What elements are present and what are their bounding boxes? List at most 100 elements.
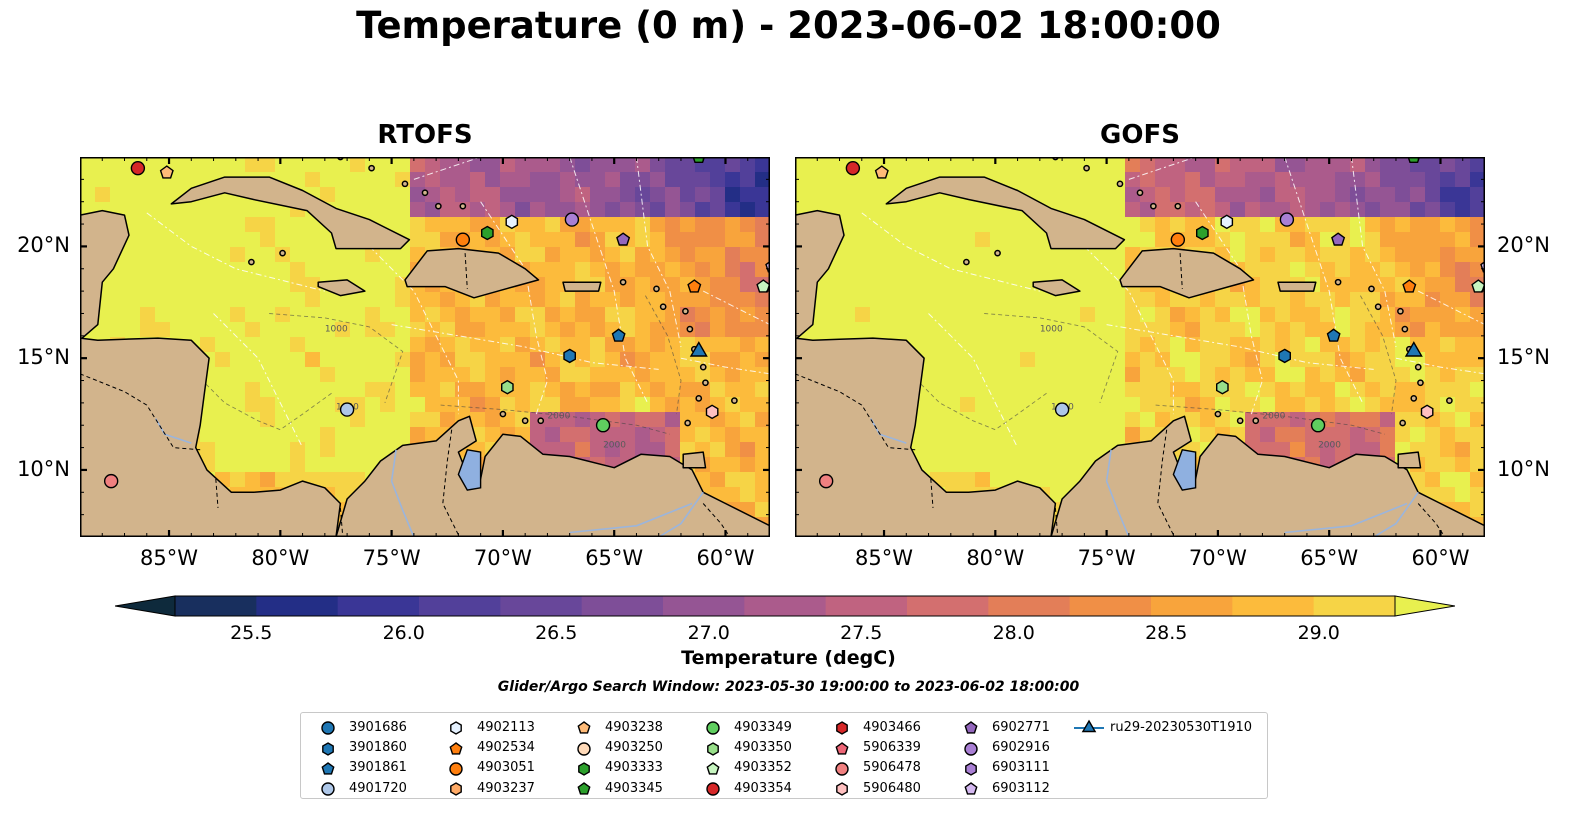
island bbox=[1116, 180, 1124, 188]
eez-line bbox=[702, 290, 770, 326]
legend-marker bbox=[964, 721, 978, 734]
eez-line bbox=[146, 212, 325, 292]
map-panel-rtofs[interactable]: 10001000200020001000 bbox=[80, 157, 770, 537]
platform-marker-4902534 bbox=[687, 279, 702, 293]
colorbar-tick-label: 27.5 bbox=[840, 622, 883, 644]
y-tick-label-left: 15°N bbox=[17, 345, 70, 370]
island bbox=[368, 164, 375, 172]
land-hispaniola bbox=[404, 247, 540, 299]
map-panel-gofs[interactable]: 10001000200020001000 bbox=[795, 157, 1485, 537]
island bbox=[1401, 325, 1409, 333]
country-border bbox=[464, 253, 468, 289]
y-tick-label-right: 20°N bbox=[1497, 233, 1550, 258]
legend-marker bbox=[577, 721, 591, 734]
x-tick-label: 60°W bbox=[1411, 546, 1470, 570]
y-tick-label-right: 10°N bbox=[1497, 456, 1550, 481]
eez-line bbox=[1395, 357, 1485, 375]
pentagon-marker-icon bbox=[449, 741, 463, 755]
platform-marker-4903051 bbox=[455, 232, 471, 247]
country-borders bbox=[80, 253, 731, 537]
legend-item: 4903350 bbox=[698, 737, 792, 757]
river bbox=[658, 491, 704, 537]
island bbox=[653, 285, 660, 293]
platform-markers bbox=[103, 157, 770, 489]
platform-marker-4903350 bbox=[501, 379, 514, 395]
hexagon-marker-icon bbox=[836, 782, 848, 797]
island bbox=[435, 202, 442, 210]
platform-marker-5906480 bbox=[1420, 404, 1434, 420]
legend-item: 4902113 bbox=[441, 717, 535, 737]
legend-item: 6903111 bbox=[956, 758, 1050, 778]
legend-item: 4903466 bbox=[827, 717, 921, 737]
land-jamaica bbox=[1032, 279, 1081, 297]
colorbar-frame bbox=[174, 595, 1396, 617]
island bbox=[537, 417, 545, 425]
legend-column: 4903238 4903250 4903333 4903345 bbox=[569, 717, 663, 799]
island bbox=[1374, 303, 1382, 311]
island bbox=[659, 303, 667, 311]
island bbox=[994, 249, 1001, 257]
island bbox=[1414, 363, 1422, 371]
island bbox=[699, 363, 707, 371]
country-borders bbox=[795, 253, 1446, 537]
eez-line bbox=[636, 157, 682, 348]
platform-markers bbox=[818, 157, 1485, 489]
legend-marker bbox=[578, 762, 590, 776]
legend-item: 4902534 bbox=[441, 737, 535, 757]
eez-line bbox=[391, 324, 659, 370]
bathymetry-contour bbox=[1155, 404, 1385, 435]
pentagon-marker-icon bbox=[577, 782, 591, 795]
colorbar-label: Temperature (degC) bbox=[681, 647, 896, 669]
land-puertoRico bbox=[562, 281, 602, 292]
platform-marker-4903238 bbox=[874, 165, 889, 179]
contour-label: 2000 bbox=[1262, 412, 1285, 422]
hexagon-marker-icon bbox=[965, 762, 977, 776]
map-frame bbox=[795, 157, 1485, 537]
platform-marker-4903238 bbox=[159, 165, 174, 179]
figure-title: Temperature (0 m) - 2023-06-02 18:00:00 bbox=[356, 4, 1221, 47]
legend-marker bbox=[835, 741, 849, 755]
river bbox=[569, 502, 693, 534]
x-tick-label: 85°W bbox=[855, 546, 914, 570]
platform-marker-4903051 bbox=[1170, 232, 1186, 247]
island bbox=[1397, 307, 1404, 315]
hexagon-marker-icon bbox=[707, 741, 719, 756]
lake-maracaibo bbox=[457, 449, 482, 491]
eez-line bbox=[680, 357, 770, 375]
legend-marker bbox=[321, 782, 335, 797]
legend-label: 4903051 bbox=[477, 760, 535, 776]
legend-label: 4901720 bbox=[349, 780, 407, 796]
island bbox=[619, 278, 627, 286]
eez-line bbox=[213, 313, 304, 448]
legend-item: 4903345 bbox=[569, 778, 663, 798]
circle-marker-icon bbox=[706, 721, 720, 735]
legend-label: 4903238 bbox=[605, 719, 663, 735]
colorbar-bin bbox=[744, 596, 827, 616]
legend-item: 4903352 bbox=[698, 758, 792, 778]
platform-marker-4903333 bbox=[1196, 225, 1209, 241]
island bbox=[1417, 379, 1424, 387]
legend-item: 4901720 bbox=[313, 778, 407, 798]
colorbar-bin bbox=[175, 596, 257, 616]
legend-label: 5906480 bbox=[863, 780, 921, 796]
bathymetry-contour bbox=[645, 295, 682, 415]
legend-label: 6902916 bbox=[992, 740, 1050, 756]
bathymetry-contour bbox=[1360, 295, 1397, 415]
land-trinidad bbox=[1397, 451, 1422, 469]
legend-label: 4903250 bbox=[605, 740, 663, 756]
eez-boundaries bbox=[861, 157, 1485, 448]
island bbox=[1410, 395, 1418, 402]
platform-marker-ru29-20230530T1910 bbox=[689, 341, 708, 357]
circle-marker-icon bbox=[321, 721, 335, 735]
country-border bbox=[1054, 507, 1059, 535]
platform-legend: 3901686 3901860 3901861 4901720 4902113 49025… bbox=[300, 712, 1268, 799]
legend-label: 3901861 bbox=[349, 760, 407, 776]
platform-marker-5906478 bbox=[818, 473, 834, 489]
eez-line bbox=[480, 201, 548, 415]
hexagon-marker-icon bbox=[450, 721, 462, 735]
tick-marks bbox=[795, 157, 1485, 537]
country-border bbox=[1417, 503, 1446, 537]
eez-line bbox=[1106, 324, 1374, 370]
colorbar-bin bbox=[825, 596, 908, 616]
platform-marker-4903354 bbox=[130, 160, 146, 176]
